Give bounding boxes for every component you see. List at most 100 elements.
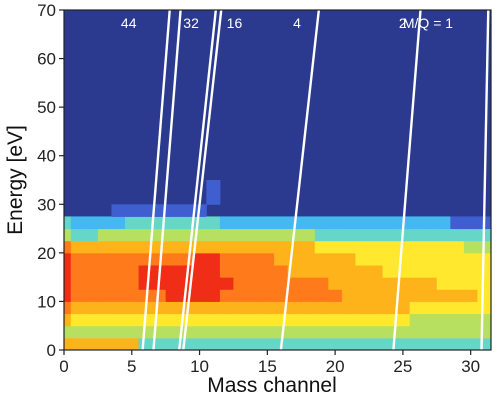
heatmap-cell	[369, 289, 384, 302]
x-tick-label: 15	[258, 357, 277, 376]
heatmap-cell	[111, 301, 126, 315]
heatmap-cell	[463, 313, 478, 327]
heatmap-cell	[477, 301, 491, 315]
heatmap-cell	[450, 228, 465, 242]
heatmap-cell	[314, 240, 329, 254]
heatmap-cell	[192, 325, 207, 339]
heatmap-cell	[328, 325, 343, 339]
heatmap-cell	[206, 180, 221, 193]
heatmap-cell	[314, 228, 329, 242]
heatmap-cell	[314, 216, 329, 230]
heatmap-cell	[260, 265, 275, 278]
heatmap-cell	[450, 252, 465, 266]
heatmap-cell	[206, 301, 221, 315]
mq-line-32	[178, 10, 218, 350]
x-tick-label: 5	[127, 357, 136, 376]
heatmap-cell	[450, 265, 465, 278]
heatmap-cell	[219, 301, 234, 315]
mq-line-16	[182, 10, 223, 350]
heatmap-cell	[179, 301, 194, 315]
heatmap-cell	[355, 216, 370, 230]
plot-area: 44 32 16 4 2M/Q = 1	[64, 10, 491, 350]
heatmap-cell	[274, 240, 289, 254]
heatmap-cell	[328, 252, 343, 266]
heatmap-cell	[450, 325, 465, 339]
heatmap-cell	[260, 252, 275, 266]
y-tick-label: 0	[47, 341, 56, 360]
heatmap-cell	[463, 325, 478, 339]
heatmap-cell	[423, 277, 438, 290]
heatmap-cell	[287, 325, 302, 339]
heatmap-cell	[84, 289, 99, 302]
mq-label: M/Q = 1	[403, 15, 453, 31]
heatmap-cell	[97, 301, 112, 315]
heatmap-cell	[355, 252, 370, 266]
heatmap-cell	[138, 265, 153, 278]
heatmap-cell	[165, 289, 180, 302]
plot-frame	[63, 9, 492, 351]
heatmap-cell	[369, 301, 384, 315]
heatmap-cell	[70, 313, 85, 327]
heatmap-cell	[97, 240, 112, 254]
heatmap-cell	[219, 277, 234, 290]
mq-label: 44	[121, 15, 137, 31]
heatmap-cell	[219, 265, 234, 278]
heatmap-cell	[341, 216, 356, 230]
heatmap-cell	[287, 337, 302, 350]
heatmap-cell	[84, 313, 99, 327]
heatmap-cell	[301, 216, 316, 230]
heatmap-cell	[125, 240, 140, 254]
heatmap-cell	[192, 265, 207, 278]
heatmap-cell	[260, 228, 275, 242]
heatmap-cell	[260, 313, 275, 327]
heatmap-cell	[423, 240, 438, 254]
heatmap-cell	[233, 277, 248, 290]
heatmap-cell	[219, 337, 234, 350]
heatmap-cell	[97, 289, 112, 302]
y-tick-label: 60	[37, 50, 56, 69]
heatmap-cell	[477, 265, 491, 278]
heatmap-cell	[260, 301, 275, 315]
heatmap-cell	[355, 337, 370, 350]
heatmap-cell	[111, 240, 126, 254]
heatmap-cell	[355, 325, 370, 339]
heatmap-cell	[165, 301, 180, 315]
x-axis-title: Mass channel	[207, 374, 337, 397]
heatmap-cell	[206, 325, 221, 339]
heatmap-cell	[436, 252, 451, 266]
heatmap-cell	[64, 277, 72, 290]
heatmap-cell	[179, 228, 194, 242]
heatmap-cell	[179, 265, 194, 278]
heatmap-cell	[233, 216, 248, 230]
heatmap-cell	[463, 301, 478, 315]
heatmap-cell	[382, 216, 397, 230]
heatmap-cell	[274, 325, 289, 339]
heatmap-cell	[64, 301, 72, 315]
heatmap-cell	[111, 337, 126, 350]
heatmap-cell	[206, 289, 221, 302]
x-tick-label: 30	[461, 357, 480, 376]
heatmap-cell	[436, 289, 451, 302]
heatmap-cell	[301, 252, 316, 266]
heatmap-cell	[125, 216, 140, 230]
heatmap-cell	[84, 252, 99, 266]
heatmap-cell	[111, 277, 126, 290]
heatmap-cell	[382, 240, 397, 254]
heatmap-cell	[409, 277, 424, 290]
heatmap-cell	[206, 252, 221, 266]
heatmap-cell	[152, 313, 167, 327]
heatmap-cell	[328, 301, 343, 315]
heatmap-cell	[274, 228, 289, 242]
heatmap-cell	[247, 313, 262, 327]
heatmap-cell	[219, 325, 234, 339]
heatmap-cell	[369, 216, 384, 230]
heatmap-cell	[84, 216, 99, 230]
heatmap-cell	[138, 289, 153, 302]
heatmap-cell	[192, 216, 207, 230]
heatmap-cell	[165, 240, 180, 254]
heatmap-cell	[477, 325, 491, 339]
heatmap-cell	[369, 337, 384, 350]
heatmap-cell	[369, 277, 384, 290]
heatmap-cell	[382, 325, 397, 339]
heatmap-cell	[355, 240, 370, 254]
